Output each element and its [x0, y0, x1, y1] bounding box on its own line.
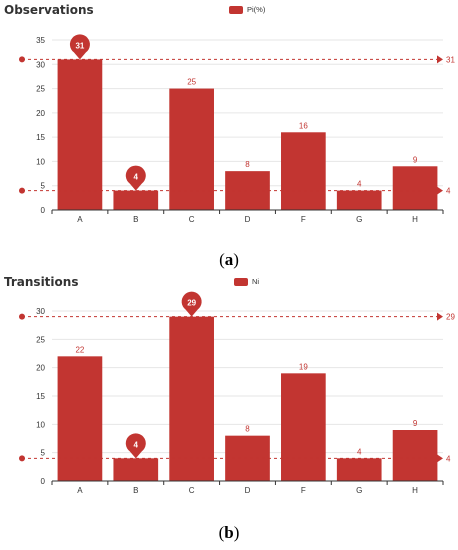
y-tick-label: 25 — [36, 335, 45, 344]
chart-panel-observations: Observations Pi(%) 0 5 10 15 20 25 30 35 A B 25 C 8 D… — [0, 0, 458, 272]
value-label: 8 — [245, 160, 250, 169]
caption-letter: a — [224, 250, 234, 269]
x-tick-label: C — [189, 486, 195, 495]
mark-line-arrow — [437, 312, 443, 321]
bar-chart-transitions: 0 5 10 15 20 25 30 22 A B C 8 D 19 F 4 G 9 H 29 4 29 4 — [19, 291, 455, 495]
y-tick-label: 5 — [41, 449, 46, 458]
bar-G — [336, 190, 382, 210]
min-pin — [125, 165, 146, 191]
value-label: 8 — [245, 425, 250, 434]
bar-H — [392, 430, 438, 481]
x-tick-label: C — [189, 215, 195, 224]
pin-label: 29 — [187, 299, 196, 308]
max-pin — [181, 291, 202, 317]
chart-panel-transitions: Transitions Ni 0 5 10 15 20 25 30 22 A B C 8 D 19 F 4 G 9… — [0, 272, 458, 550]
y-tick-label: 0 — [41, 206, 46, 215]
mark-line-start-dot — [19, 56, 25, 63]
value-label: 4 — [357, 180, 362, 189]
mark-line-start-dot — [19, 187, 25, 194]
x-tick-label: F — [301, 215, 306, 224]
bar-F — [281, 132, 326, 210]
pin-label: 4 — [134, 173, 139, 182]
bar-B — [113, 190, 159, 210]
value-label: 4 — [357, 447, 362, 456]
bar-C — [169, 316, 214, 481]
legend-label: Ni — [252, 277, 260, 286]
x-tick-label: B — [133, 486, 138, 495]
mark-line-arrow — [437, 55, 443, 64]
value-label: 16 — [299, 121, 308, 130]
mark-line-arrow — [437, 454, 443, 463]
chart-title: Transitions — [4, 275, 79, 289]
y-tick-label: 30 — [36, 307, 45, 316]
legend-swatch — [234, 277, 248, 286]
x-tick-label: D — [245, 486, 251, 495]
pin-label: 4 — [134, 440, 139, 449]
bar-A — [57, 356, 103, 481]
bar-H — [392, 166, 438, 210]
y-tick-label: 5 — [41, 182, 46, 191]
legend-swatch — [229, 5, 243, 14]
y-tick-label: 0 — [41, 477, 46, 486]
y-tick-label: 10 — [36, 157, 45, 166]
bar-B — [113, 458, 159, 481]
bar-F — [281, 373, 326, 481]
legend-label: Pi(%) — [247, 5, 266, 14]
x-tick-label: G — [356, 486, 362, 495]
value-label: 25 — [187, 78, 196, 87]
y-tick-label: 20 — [36, 109, 45, 118]
y-tick-label: 20 — [36, 364, 45, 373]
pin-label: 31 — [75, 41, 84, 50]
y-tick-label: 15 — [36, 392, 45, 401]
value-label: 19 — [299, 362, 308, 371]
mark-line-arrow — [437, 186, 443, 195]
legend-item[interactable]: Pi(%) — [229, 5, 265, 14]
x-tick-label: F — [301, 486, 306, 495]
x-tick-label: G — [356, 215, 362, 224]
figure-caption-a: (a) — [219, 250, 239, 269]
y-tick-label: 35 — [36, 36, 45, 45]
chart-title: Observations — [4, 3, 94, 17]
mark-line-label: 4 — [446, 187, 451, 196]
y-tick-label: 30 — [36, 60, 45, 69]
mark-line-start-dot — [19, 313, 25, 320]
x-tick-label: D — [245, 215, 251, 224]
legend-item[interactable]: Ni — [234, 277, 259, 286]
figure-caption-b: (b) — [218, 523, 240, 542]
y-tick-label: 25 — [36, 85, 45, 94]
value-label: 22 — [75, 345, 84, 354]
min-pin — [125, 433, 146, 459]
x-tick-label: A — [77, 486, 83, 495]
mark-line-start-dot — [19, 455, 25, 462]
bar-A — [57, 59, 103, 210]
mark-line-label: 4 — [446, 454, 451, 463]
y-tick-label: 15 — [36, 133, 45, 142]
mark-line-label: 29 — [446, 313, 455, 322]
caption-letter: b — [224, 523, 234, 542]
x-tick-label: B — [133, 215, 138, 224]
mark-line-label: 31 — [446, 55, 455, 64]
value-label: 9 — [413, 419, 418, 428]
x-tick-label: A — [77, 215, 83, 224]
x-tick-label: H — [412, 215, 418, 224]
bar-chart-observations: 0 5 10 15 20 25 30 35 A B 25 C 8 D 16 F 4 G 9 H 31 4 31 4 — [19, 34, 455, 224]
value-label: 9 — [413, 155, 418, 164]
bar-C — [169, 88, 214, 210]
x-tick-label: H — [412, 486, 418, 495]
y-tick-label: 10 — [36, 420, 45, 429]
max-pin — [69, 34, 90, 60]
bar-G — [336, 458, 382, 481]
